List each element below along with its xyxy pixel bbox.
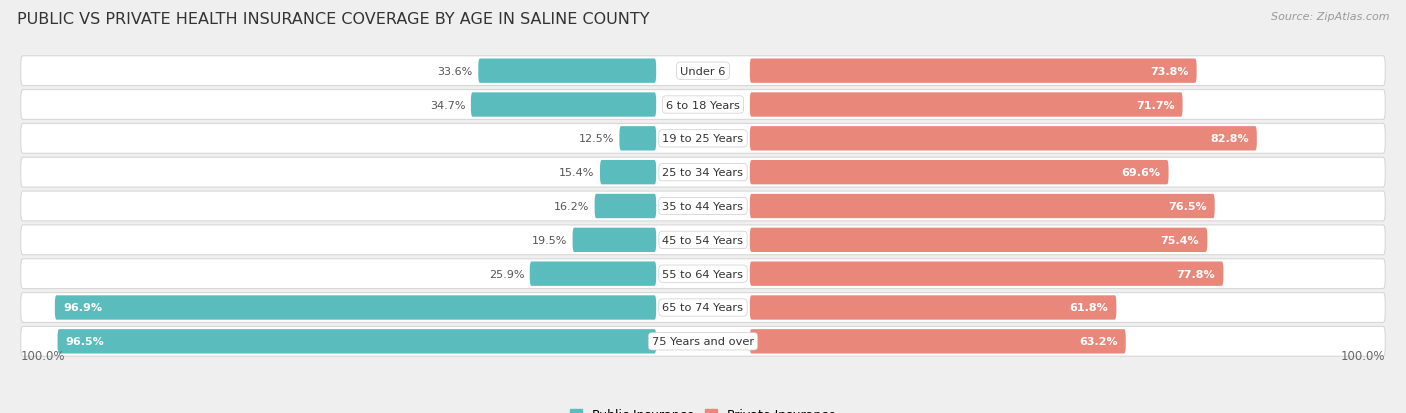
Text: Source: ZipAtlas.com: Source: ZipAtlas.com	[1271, 12, 1389, 22]
FancyBboxPatch shape	[21, 225, 1385, 255]
FancyBboxPatch shape	[478, 59, 657, 84]
Text: 71.7%: 71.7%	[1136, 100, 1174, 110]
FancyBboxPatch shape	[21, 90, 1385, 120]
FancyBboxPatch shape	[749, 262, 1223, 286]
Text: 75.4%: 75.4%	[1161, 235, 1199, 245]
FancyBboxPatch shape	[21, 124, 1385, 154]
FancyBboxPatch shape	[600, 161, 657, 185]
Text: 82.8%: 82.8%	[1211, 134, 1249, 144]
FancyBboxPatch shape	[58, 329, 657, 354]
Legend: Public Insurance, Private Insurance: Public Insurance, Private Insurance	[565, 404, 841, 413]
Text: 25 to 34 Years: 25 to 34 Years	[662, 168, 744, 178]
FancyBboxPatch shape	[749, 59, 1197, 84]
Text: 19 to 25 Years: 19 to 25 Years	[662, 134, 744, 144]
FancyBboxPatch shape	[620, 127, 657, 151]
FancyBboxPatch shape	[572, 228, 657, 252]
Text: 19.5%: 19.5%	[531, 235, 567, 245]
Text: 12.5%: 12.5%	[579, 134, 614, 144]
Text: 15.4%: 15.4%	[560, 168, 595, 178]
Text: 96.9%: 96.9%	[63, 303, 101, 313]
Text: 100.0%: 100.0%	[1341, 349, 1385, 363]
Text: 65 to 74 Years: 65 to 74 Years	[662, 303, 744, 313]
FancyBboxPatch shape	[749, 228, 1208, 252]
FancyBboxPatch shape	[21, 57, 1385, 86]
Text: PUBLIC VS PRIVATE HEALTH INSURANCE COVERAGE BY AGE IN SALINE COUNTY: PUBLIC VS PRIVATE HEALTH INSURANCE COVER…	[17, 12, 650, 27]
FancyBboxPatch shape	[21, 259, 1385, 289]
FancyBboxPatch shape	[749, 329, 1126, 354]
FancyBboxPatch shape	[595, 195, 657, 218]
FancyBboxPatch shape	[530, 262, 657, 286]
Text: 35 to 44 Years: 35 to 44 Years	[662, 202, 744, 211]
FancyBboxPatch shape	[21, 158, 1385, 188]
Text: 45 to 54 Years: 45 to 54 Years	[662, 235, 744, 245]
FancyBboxPatch shape	[21, 192, 1385, 221]
Text: Under 6: Under 6	[681, 66, 725, 76]
Text: 33.6%: 33.6%	[437, 66, 472, 76]
FancyBboxPatch shape	[21, 293, 1385, 323]
Text: 96.5%: 96.5%	[66, 337, 104, 347]
FancyBboxPatch shape	[749, 161, 1168, 185]
Text: 6 to 18 Years: 6 to 18 Years	[666, 100, 740, 110]
Text: 61.8%: 61.8%	[1070, 303, 1108, 313]
Text: 100.0%: 100.0%	[21, 349, 65, 363]
Text: 77.8%: 77.8%	[1177, 269, 1215, 279]
Text: 69.6%: 69.6%	[1122, 168, 1160, 178]
Text: 75 Years and over: 75 Years and over	[652, 337, 754, 347]
Text: 25.9%: 25.9%	[489, 269, 524, 279]
Text: 16.2%: 16.2%	[554, 202, 589, 211]
FancyBboxPatch shape	[21, 327, 1385, 356]
Text: 55 to 64 Years: 55 to 64 Years	[662, 269, 744, 279]
Text: 63.2%: 63.2%	[1078, 337, 1118, 347]
FancyBboxPatch shape	[749, 127, 1257, 151]
Text: 73.8%: 73.8%	[1150, 66, 1188, 76]
FancyBboxPatch shape	[749, 195, 1215, 218]
Text: 34.7%: 34.7%	[430, 100, 465, 110]
FancyBboxPatch shape	[749, 296, 1116, 320]
Text: 76.5%: 76.5%	[1168, 202, 1206, 211]
FancyBboxPatch shape	[471, 93, 657, 117]
FancyBboxPatch shape	[749, 93, 1182, 117]
FancyBboxPatch shape	[55, 296, 657, 320]
